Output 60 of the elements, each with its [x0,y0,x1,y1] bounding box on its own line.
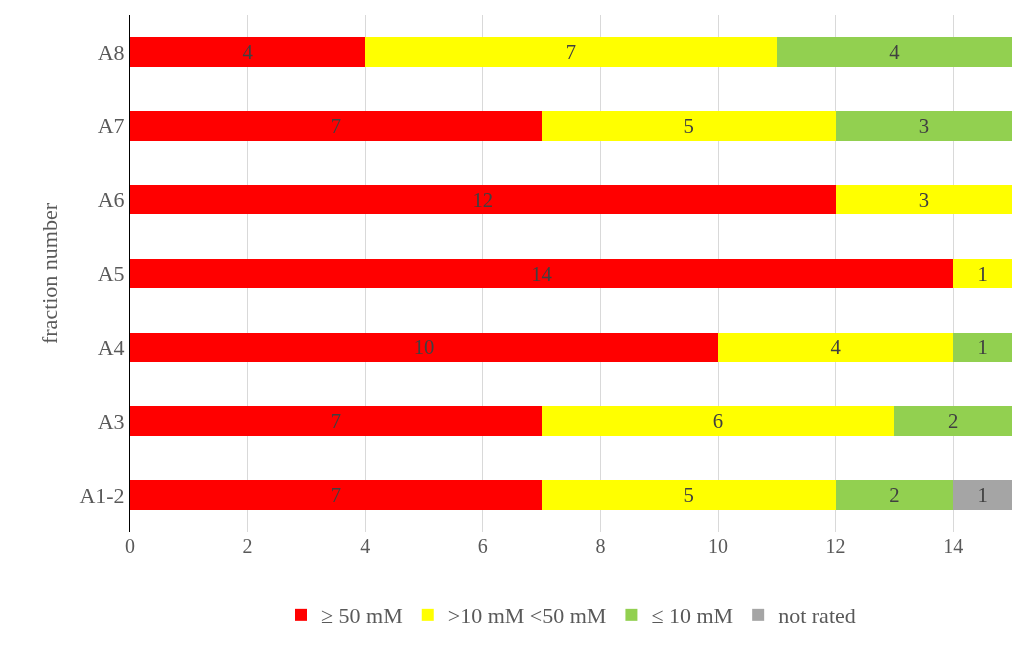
data-label: 3 [918,114,929,137]
data-label: 7 [565,40,577,63]
x-tick-label: 0 [125,535,135,557]
bar [541,480,836,510]
data-label: 1 [977,336,988,359]
x-tick-label: 10 [708,535,728,557]
y-tick-label: A5 [97,261,125,287]
bar [835,480,954,510]
data-label: 10 [413,336,435,359]
x-tick-label: 6 [477,535,488,557]
x-tick-label: 2 [242,535,253,557]
data-label: 3 [918,188,929,211]
data-label: 6 [712,410,724,433]
bar [541,406,895,436]
bar [130,332,718,363]
bar [953,480,1012,510]
bar [130,258,954,289]
data-label: 5 [683,484,694,507]
data-label: 14 [531,262,553,285]
y-tick-label: A7 [97,113,125,139]
data-label: 5 [683,114,694,137]
data-label: 1 [977,262,988,285]
y-tick-label: A4 [97,335,125,361]
bar [835,184,1012,215]
x-tick-label: 8 [595,535,606,557]
legend-label: >10 mM <50 mM [447,603,607,629]
x-tick-label: 14 [943,535,964,557]
data-label: 4 [830,336,842,359]
data-label: 2 [948,410,959,433]
bar [130,184,836,215]
y-tick-label: A3 [97,408,125,434]
data-label: 4 [242,40,254,63]
data-label: 7 [330,410,341,433]
data-label: 4 [889,40,901,63]
data-label: 12 [472,188,494,211]
x-tick-label: 4 [360,535,371,557]
legend-label: ≥ 50 mM [321,603,403,629]
data-label: 7 [330,484,341,507]
bar [365,37,777,67]
bar [835,111,1012,141]
x-tick-label: 12 [825,535,846,557]
y-tick-label: A6 [97,187,125,213]
data-label: 2 [889,484,900,507]
data-label: 1 [977,484,988,507]
bar [953,332,1012,363]
bar [130,111,542,141]
y-axis-title: fraction number [37,202,63,345]
bar [130,406,542,436]
bar [776,37,1012,67]
legend-label: not rated [778,603,856,629]
bar [541,111,836,141]
data-label: 7 [330,114,341,137]
legend-label: ≤ 10 mM [651,603,734,629]
bar [953,258,1012,289]
bar [894,406,1012,436]
bar [130,480,542,510]
bar [718,332,954,363]
bar [130,37,366,67]
y-tick-label: A1-2 [79,482,125,508]
y-tick-label: A8 [97,39,125,65]
